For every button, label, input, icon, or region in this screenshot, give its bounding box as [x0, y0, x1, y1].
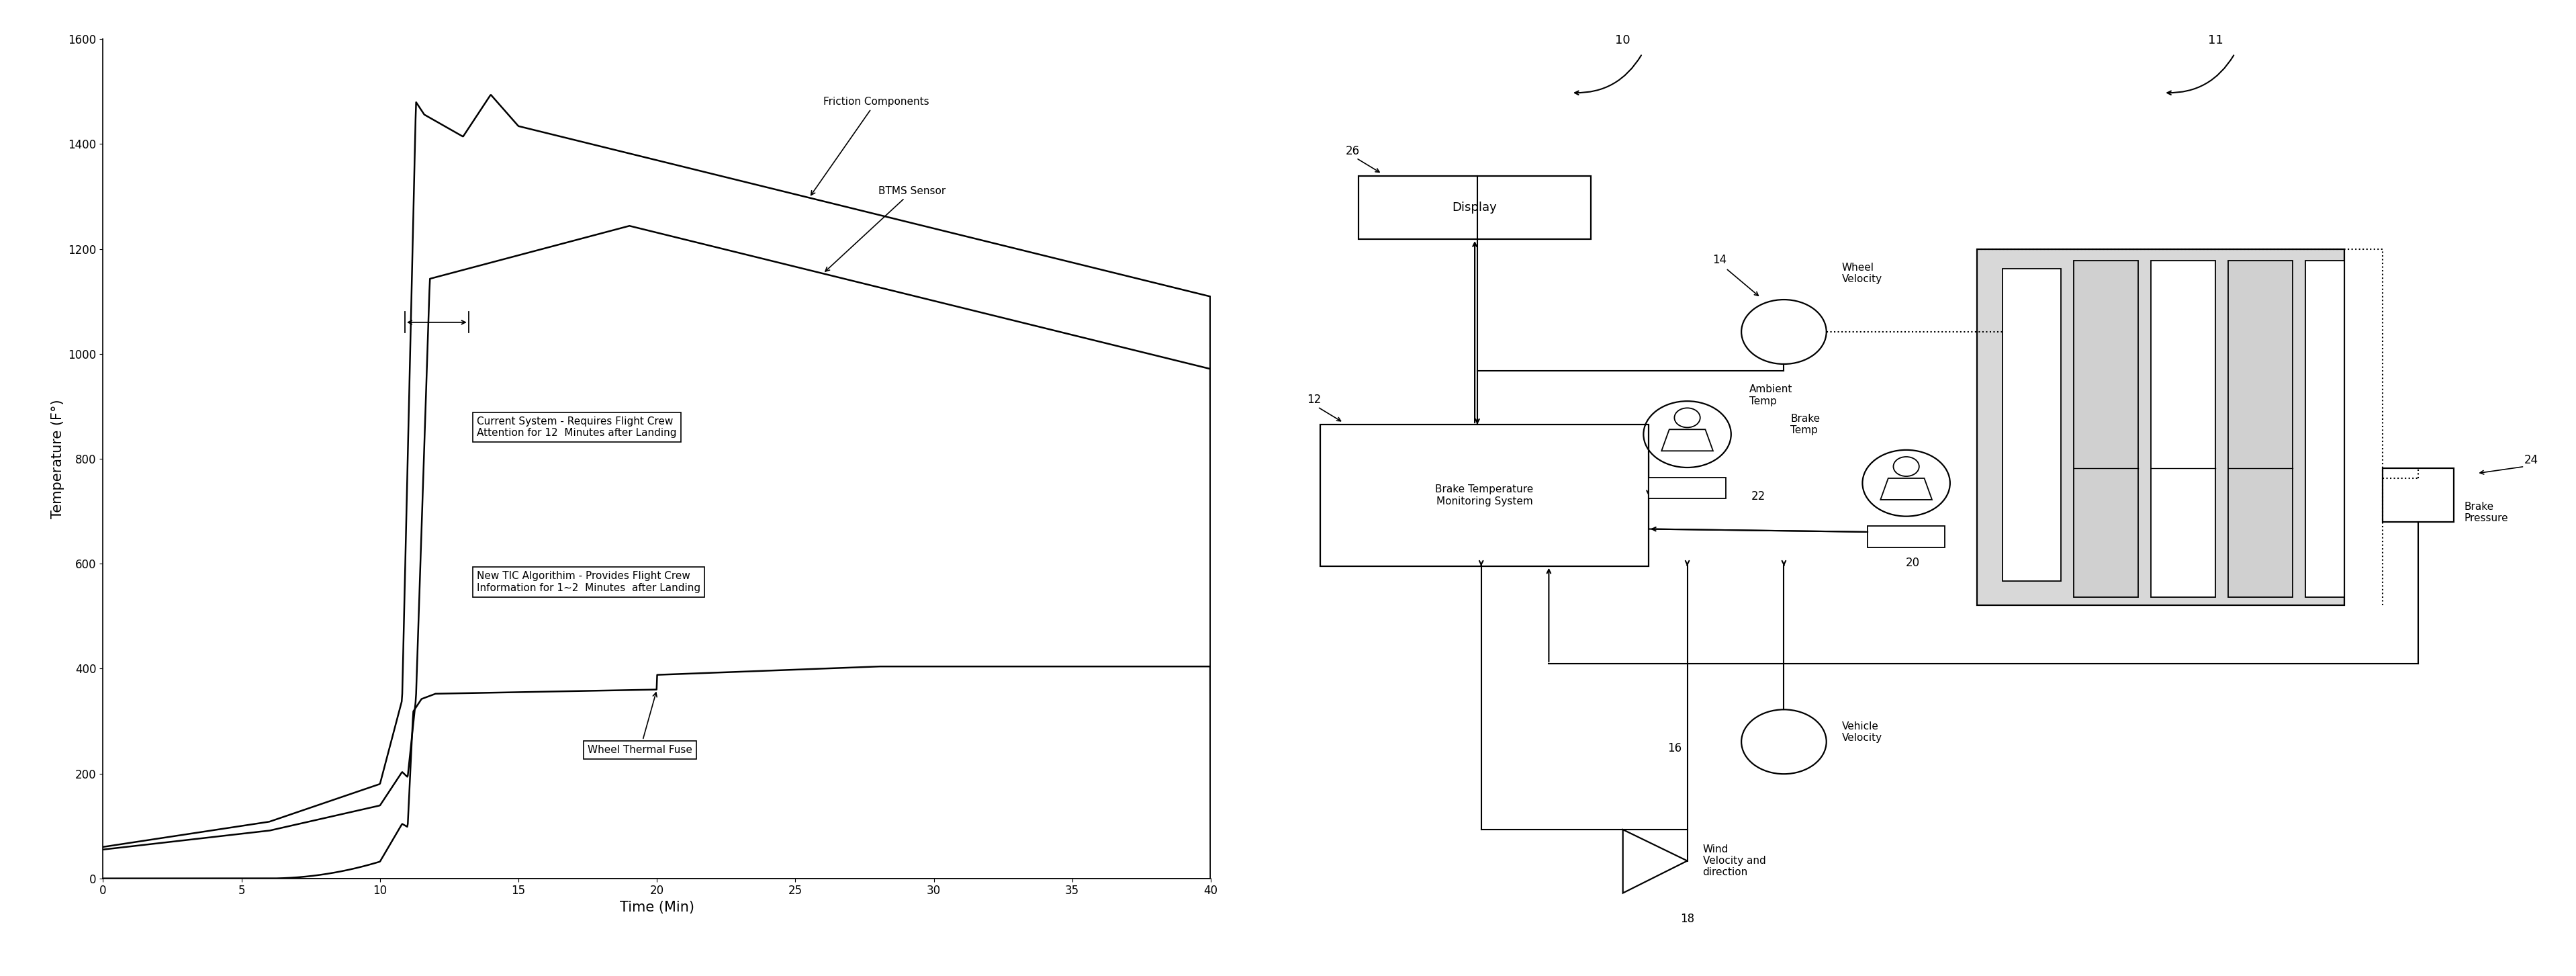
- Text: 18: 18: [1680, 913, 1695, 925]
- Text: Friction Components: Friction Components: [811, 97, 930, 195]
- Text: Vehicle
Velocity: Vehicle Velocity: [1842, 721, 1883, 743]
- FancyBboxPatch shape: [1321, 425, 1649, 566]
- FancyBboxPatch shape: [2004, 268, 2061, 581]
- Text: Wheel
Velocity: Wheel Velocity: [1842, 263, 1883, 284]
- FancyBboxPatch shape: [2151, 261, 2215, 597]
- Text: 24: 24: [2524, 454, 2537, 467]
- FancyBboxPatch shape: [1360, 176, 1592, 239]
- Text: 14: 14: [1713, 254, 1726, 266]
- FancyBboxPatch shape: [1868, 526, 1945, 548]
- Text: 16: 16: [1667, 742, 1682, 754]
- Text: Ambient
Temp: Ambient Temp: [1749, 385, 1793, 406]
- Text: 11: 11: [2208, 34, 2223, 47]
- Text: Current System - Requires Flight Crew
Attention for 12  Minutes after Landing: Current System - Requires Flight Crew At…: [477, 417, 677, 438]
- Text: 12: 12: [1306, 393, 1321, 406]
- Text: 20: 20: [1906, 556, 1919, 569]
- FancyBboxPatch shape: [2383, 468, 2452, 522]
- FancyBboxPatch shape: [2306, 261, 2344, 597]
- Text: Wheel Thermal Fuse: Wheel Thermal Fuse: [587, 693, 693, 754]
- Text: 26: 26: [1345, 144, 1360, 157]
- Text: BTMS Sensor: BTMS Sensor: [824, 186, 945, 271]
- Text: Display: Display: [1453, 201, 1497, 214]
- Text: Wind
Velocity and
direction: Wind Velocity and direction: [1703, 844, 1765, 877]
- FancyBboxPatch shape: [2074, 261, 2138, 597]
- FancyBboxPatch shape: [1978, 249, 2344, 605]
- FancyBboxPatch shape: [2228, 261, 2293, 597]
- Text: Brake
Temp: Brake Temp: [1790, 414, 1821, 435]
- X-axis label: Time (Min): Time (Min): [621, 901, 693, 915]
- Text: Brake
Pressure: Brake Pressure: [2463, 502, 2509, 523]
- FancyBboxPatch shape: [1649, 477, 1726, 499]
- Text: New TIC Algorithim - Provides Flight Crew
Information for 1~2  Minutes  after La: New TIC Algorithim - Provides Flight Cre…: [477, 571, 701, 592]
- Y-axis label: Temperature (F°): Temperature (F°): [52, 399, 64, 518]
- Text: Brake Temperature
Monitoring System: Brake Temperature Monitoring System: [1435, 484, 1533, 507]
- Text: 10: 10: [1615, 34, 1631, 47]
- Text: 22: 22: [1752, 490, 1765, 503]
